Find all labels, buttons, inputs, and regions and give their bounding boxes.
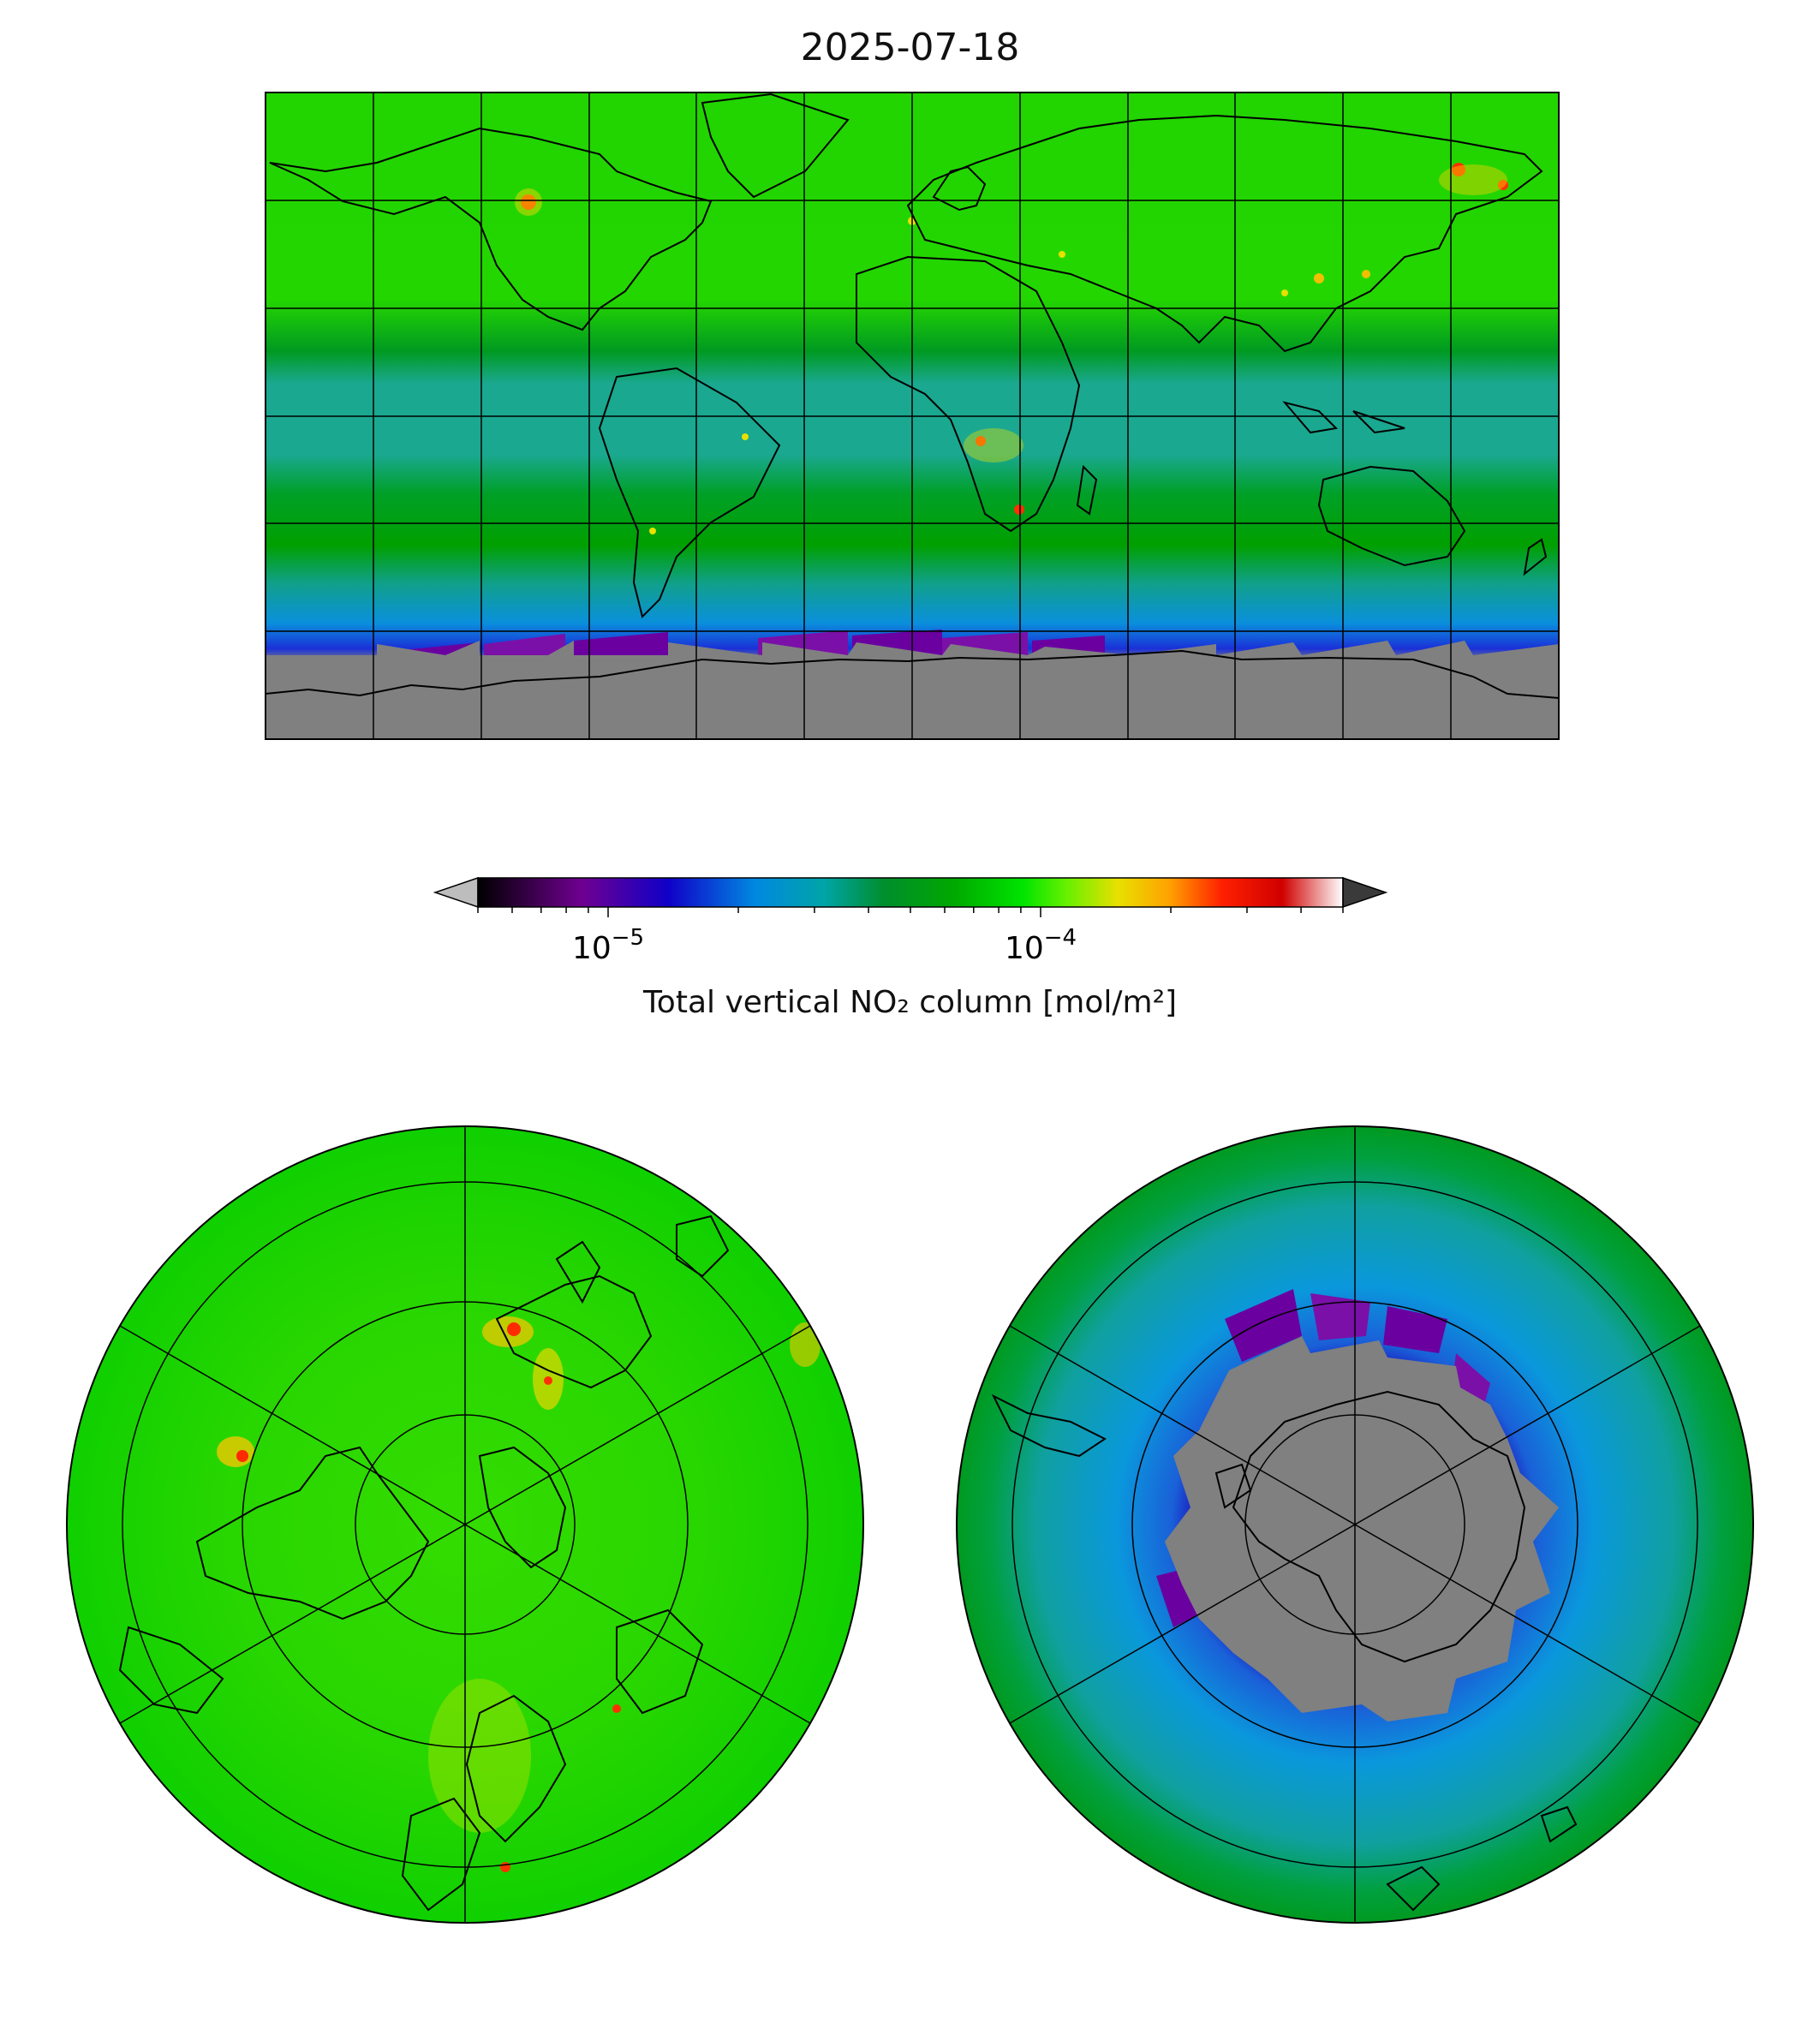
global-map-frame <box>265 92 1560 740</box>
colorbar-label: Total vertical NO₂ column [mol/m²] <box>642 985 1178 1020</box>
north-polar-frame <box>66 1125 864 1924</box>
colorbar-ticks: 10−5 10−4 <box>477 907 1344 966</box>
south-polar-graticule <box>1009 1126 1701 1923</box>
colorbar-tick-label: 10−5 <box>572 925 644 966</box>
colorbar-gradient <box>478 878 1343 907</box>
global-coastlines <box>266 92 1559 699</box>
colorbar-under-extension <box>433 876 479 909</box>
south-polar-frame <box>956 1125 1754 1924</box>
global-gridlines <box>266 92 1559 739</box>
north-polar-map <box>66 1125 864 1924</box>
north-polar-coastlines <box>118 1214 730 1912</box>
global-hotspots <box>515 163 1508 534</box>
colorbar: 10−5 10−4 <box>433 876 1388 966</box>
north-polar-graticule <box>119 1126 811 1923</box>
south-polar-map <box>956 1125 1754 1924</box>
colorbar-tick-label: 10−4 <box>1005 925 1077 966</box>
colorbar-over-extension <box>1342 876 1388 909</box>
figure-title: 2025-07-18 <box>800 26 1020 69</box>
global-map <box>265 92 1560 740</box>
